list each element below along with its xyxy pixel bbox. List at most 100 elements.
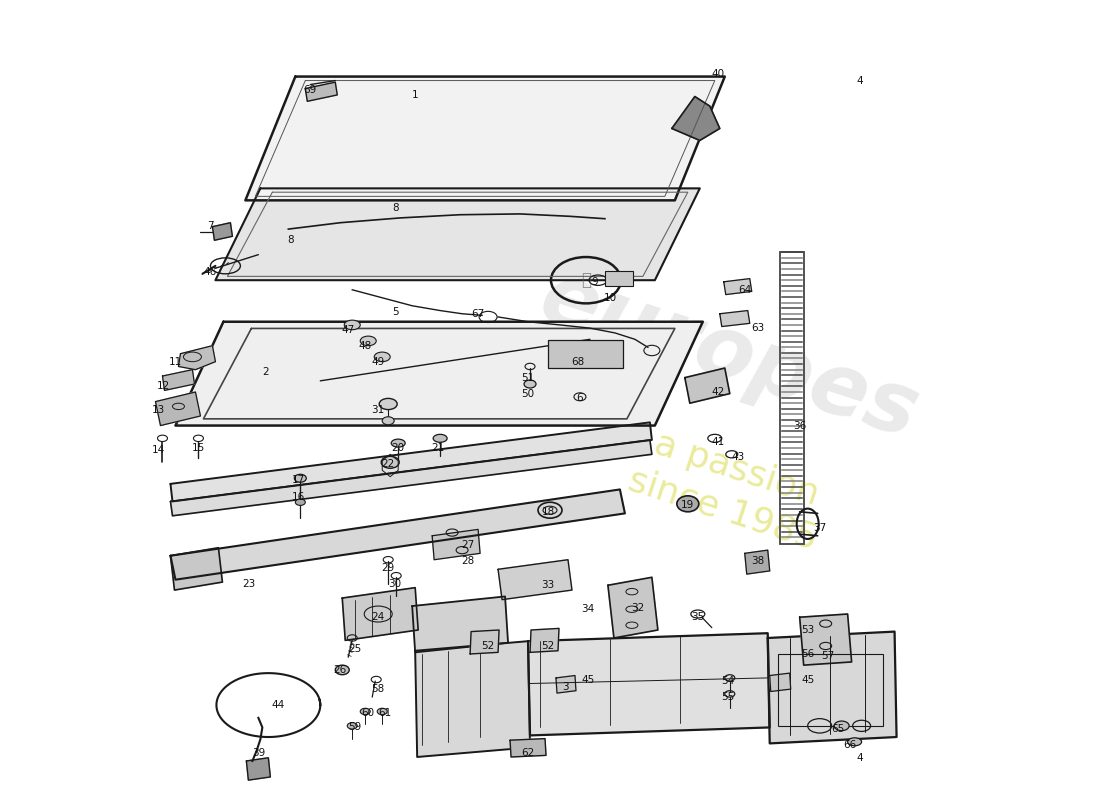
Polygon shape <box>556 675 576 693</box>
Text: 26: 26 <box>333 665 346 675</box>
Text: 48: 48 <box>359 341 372 350</box>
Polygon shape <box>306 82 338 102</box>
Text: a passion
since 1985: a passion since 1985 <box>624 422 835 556</box>
Ellipse shape <box>379 398 397 410</box>
Text: 23: 23 <box>242 578 255 589</box>
Text: 38: 38 <box>751 556 764 566</box>
Text: 4: 4 <box>856 75 862 86</box>
Text: 2: 2 <box>262 367 268 377</box>
Ellipse shape <box>848 738 861 746</box>
Ellipse shape <box>360 708 371 714</box>
Text: 19: 19 <box>681 501 694 510</box>
Text: 7: 7 <box>207 221 213 231</box>
Ellipse shape <box>360 336 376 346</box>
Text: 42: 42 <box>712 387 725 397</box>
Text: 62: 62 <box>521 748 535 758</box>
Polygon shape <box>608 578 658 638</box>
Polygon shape <box>170 490 625 580</box>
Text: 41: 41 <box>712 437 725 446</box>
Ellipse shape <box>382 456 399 468</box>
Polygon shape <box>724 278 751 294</box>
Text: 31: 31 <box>372 405 385 414</box>
Polygon shape <box>470 630 499 654</box>
Text: 8: 8 <box>392 203 398 214</box>
Text: 69: 69 <box>304 85 317 95</box>
Ellipse shape <box>524 380 536 388</box>
Ellipse shape <box>344 320 360 330</box>
Polygon shape <box>176 322 703 426</box>
Text: 44: 44 <box>272 700 285 710</box>
Polygon shape <box>342 588 418 640</box>
Polygon shape <box>745 550 770 574</box>
Polygon shape <box>498 560 572 600</box>
Text: 20: 20 <box>392 443 405 453</box>
Text: 32: 32 <box>631 602 645 613</box>
Text: 29: 29 <box>382 562 395 573</box>
Ellipse shape <box>374 352 390 362</box>
Ellipse shape <box>433 434 447 442</box>
Ellipse shape <box>377 708 387 714</box>
Polygon shape <box>170 422 652 502</box>
Polygon shape <box>412 597 508 652</box>
Text: 65: 65 <box>830 724 845 734</box>
Text: 24: 24 <box>372 612 385 622</box>
Text: 17: 17 <box>292 475 305 485</box>
Bar <box>605 271 632 286</box>
Text: 22: 22 <box>382 459 395 469</box>
Text: 46: 46 <box>204 267 217 278</box>
Polygon shape <box>530 629 559 652</box>
Bar <box>778 654 882 726</box>
Polygon shape <box>170 440 652 516</box>
Text: 8: 8 <box>287 235 294 246</box>
Text: 6: 6 <box>576 394 583 403</box>
Ellipse shape <box>382 417 394 425</box>
Text: 37: 37 <box>813 522 826 533</box>
Polygon shape <box>246 758 271 780</box>
Text: 36: 36 <box>793 421 806 430</box>
Text: 57: 57 <box>821 650 834 661</box>
Ellipse shape <box>676 496 698 512</box>
Ellipse shape <box>348 722 358 729</box>
Text: 64: 64 <box>738 285 751 294</box>
Text: 61: 61 <box>378 708 392 718</box>
Text: 🐿: 🐿 <box>581 271 591 290</box>
Text: 1: 1 <box>411 90 418 100</box>
Ellipse shape <box>295 499 306 506</box>
Bar <box>548 340 623 368</box>
Text: 60: 60 <box>362 708 375 718</box>
Text: 51: 51 <box>521 373 535 382</box>
Text: 34: 34 <box>581 604 595 614</box>
Text: 39: 39 <box>252 748 265 758</box>
Ellipse shape <box>295 474 306 482</box>
Polygon shape <box>510 738 546 757</box>
Text: 52: 52 <box>482 641 495 651</box>
Text: 45: 45 <box>801 674 814 685</box>
Polygon shape <box>528 633 770 735</box>
Polygon shape <box>216 188 700 280</box>
Text: 45: 45 <box>581 674 595 685</box>
Polygon shape <box>155 392 200 426</box>
Polygon shape <box>170 548 222 590</box>
Text: 28: 28 <box>462 556 475 566</box>
Text: 12: 12 <box>157 381 170 390</box>
Text: 40: 40 <box>712 69 725 79</box>
Text: 67: 67 <box>472 309 485 318</box>
Polygon shape <box>768 631 896 743</box>
Polygon shape <box>245 77 725 200</box>
Text: 43: 43 <box>732 453 745 462</box>
Bar <box>780 252 804 544</box>
Text: 52: 52 <box>541 641 554 651</box>
Text: 14: 14 <box>152 445 165 454</box>
Text: 4: 4 <box>856 753 862 762</box>
Text: 25: 25 <box>349 644 362 654</box>
Text: 16: 16 <box>292 493 305 502</box>
Ellipse shape <box>336 665 350 674</box>
Text: 9: 9 <box>592 277 598 287</box>
Polygon shape <box>163 370 195 390</box>
Polygon shape <box>212 222 232 240</box>
Text: europes: europes <box>530 256 930 456</box>
Polygon shape <box>770 673 791 691</box>
Text: 68: 68 <box>571 357 584 366</box>
Ellipse shape <box>834 721 849 730</box>
Text: 54: 54 <box>722 676 735 686</box>
